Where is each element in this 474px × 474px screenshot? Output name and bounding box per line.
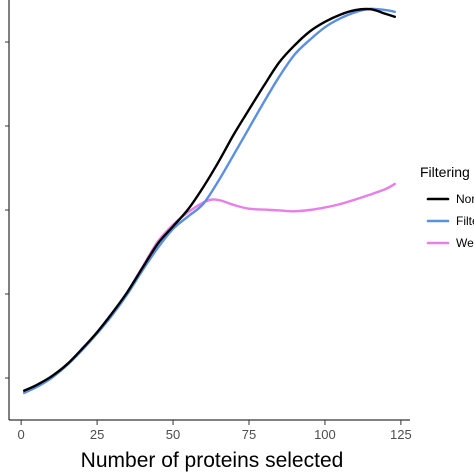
legend-label-0: Nor [456, 192, 474, 206]
series-layer [22, 7, 397, 395]
series-line-0 [22, 7, 397, 392]
x-tick-label: 25 [90, 427, 104, 442]
x-tick-label: 125 [390, 427, 412, 442]
x-tick-label: 0 [18, 427, 25, 442]
legend-title: Filtering [420, 164, 470, 180]
series-line-2 [22, 182, 397, 395]
legend-label-2: Wei [456, 236, 474, 250]
legend-label-1: Filte [456, 214, 474, 228]
x-tick-label: 100 [314, 427, 336, 442]
x-tick-label: 75 [242, 427, 256, 442]
legend: Filtering Nor Filte Wei [420, 164, 474, 250]
x-tick-label: 50 [166, 427, 180, 442]
axes-layer: 0 25 50 75 100 125 [5, 0, 412, 442]
x-axis-title: Number of proteins selected [81, 449, 344, 472]
